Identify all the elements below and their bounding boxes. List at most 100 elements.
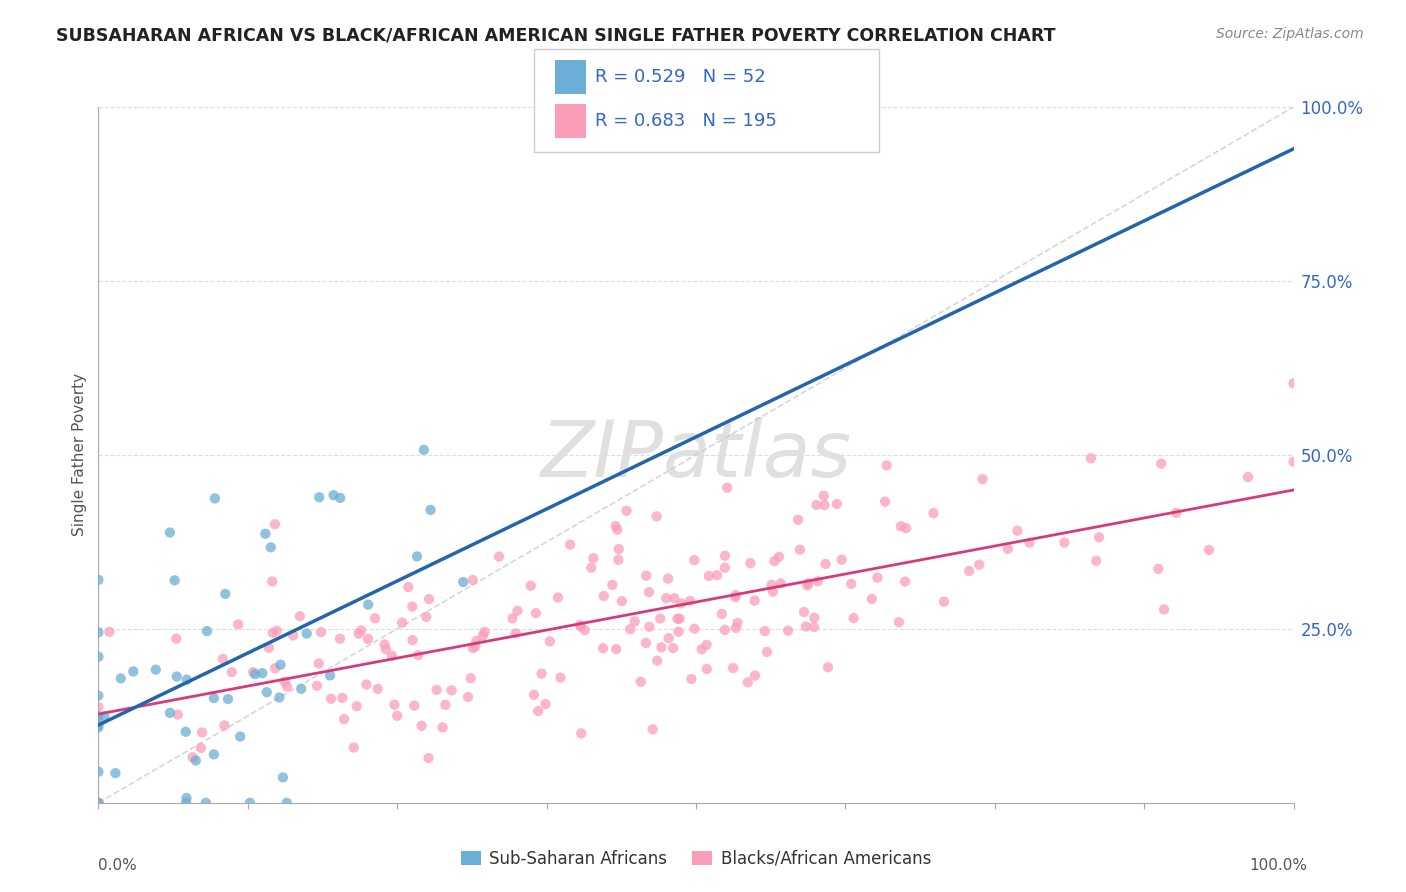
Point: [270, 657, 292, 672]
Point: [714, 560, 737, 574]
Point: [793, 605, 815, 619]
Point: [357, 598, 380, 612]
Point: [350, 624, 373, 638]
Point: [165, 632, 187, 646]
Point: [602, 578, 624, 592]
Point: [534, 697, 557, 711]
Point: [87, 700, 110, 714]
Point: [290, 681, 312, 696]
Point: [319, 691, 342, 706]
Point: [87, 573, 110, 587]
Point: [254, 526, 277, 541]
Point: [831, 552, 853, 566]
Point: [778, 624, 800, 638]
Point: [243, 667, 266, 681]
Point: [890, 519, 912, 533]
Point: [724, 621, 747, 635]
Point: [657, 572, 679, 586]
Text: SUBSAHARAN AFRICAN VS BLACK/AFRICAN AMERICAN SINGLE FATHER POVERTY CORRELATION C: SUBSAHARAN AFRICAN VS BLACK/AFRICAN AMER…: [56, 27, 1056, 45]
Point: [1007, 524, 1029, 538]
Point: [1150, 457, 1173, 471]
Point: [523, 688, 546, 702]
Point: [666, 612, 689, 626]
Point: [607, 553, 630, 567]
Point: [664, 591, 686, 606]
Point: [524, 606, 547, 620]
Point: [754, 624, 776, 639]
Point: [87, 764, 110, 779]
Point: [346, 699, 368, 714]
Point: [434, 698, 457, 712]
Point: [1085, 554, 1108, 568]
Point: [174, 724, 197, 739]
Point: [807, 574, 830, 589]
Point: [569, 726, 592, 740]
Point: [418, 751, 440, 765]
Point: [1166, 506, 1188, 520]
Point: [842, 611, 865, 625]
Point: [797, 576, 820, 591]
Point: [329, 632, 352, 646]
Point: [922, 506, 945, 520]
Point: [972, 472, 994, 486]
Point: [288, 609, 311, 624]
Point: [87, 796, 110, 810]
Text: 100.0%: 100.0%: [1250, 858, 1308, 872]
Point: [724, 591, 747, 605]
Point: [145, 663, 167, 677]
Point: [404, 698, 426, 713]
Point: [716, 481, 738, 495]
Point: [681, 672, 703, 686]
Point: [501, 611, 523, 625]
Point: [756, 645, 779, 659]
Point: [520, 579, 543, 593]
Point: [616, 504, 638, 518]
Point: [305, 679, 328, 693]
Point: [262, 574, 284, 589]
Point: [474, 624, 496, 639]
Point: [623, 615, 645, 629]
Point: [592, 589, 614, 603]
Point: [721, 661, 744, 675]
Point: [668, 612, 690, 626]
Point: [803, 610, 825, 624]
Point: [669, 596, 692, 610]
Point: [505, 626, 527, 640]
Point: [860, 591, 883, 606]
Point: [211, 652, 233, 666]
Point: [252, 666, 274, 681]
Point: [1053, 535, 1076, 549]
Point: [560, 538, 582, 552]
Point: [329, 491, 352, 505]
Point: [634, 636, 657, 650]
Point: [896, 521, 918, 535]
Point: [762, 584, 785, 599]
Point: [787, 513, 810, 527]
Text: Source: ZipAtlas.com: Source: ZipAtlas.com: [1216, 27, 1364, 41]
Point: [412, 442, 434, 457]
Point: [374, 638, 396, 652]
Point: [176, 791, 198, 805]
Point: [592, 641, 614, 656]
Point: [426, 682, 449, 697]
Point: [93, 709, 115, 723]
Point: [87, 709, 110, 723]
Point: [1153, 602, 1175, 616]
Point: [655, 591, 678, 606]
Point: [276, 796, 298, 810]
Point: [1198, 543, 1220, 558]
Point: [451, 575, 474, 590]
Point: [650, 640, 672, 655]
Point: [396, 580, 419, 594]
Point: [364, 611, 387, 625]
Point: [226, 617, 249, 632]
Point: [333, 712, 356, 726]
Point: [257, 640, 280, 655]
Point: [683, 622, 706, 636]
Text: ZIPatlas: ZIPatlas: [540, 417, 852, 493]
Point: [274, 674, 297, 689]
Point: [266, 624, 288, 638]
Point: [1018, 535, 1040, 549]
Point: [406, 549, 429, 564]
Point: [110, 672, 132, 686]
